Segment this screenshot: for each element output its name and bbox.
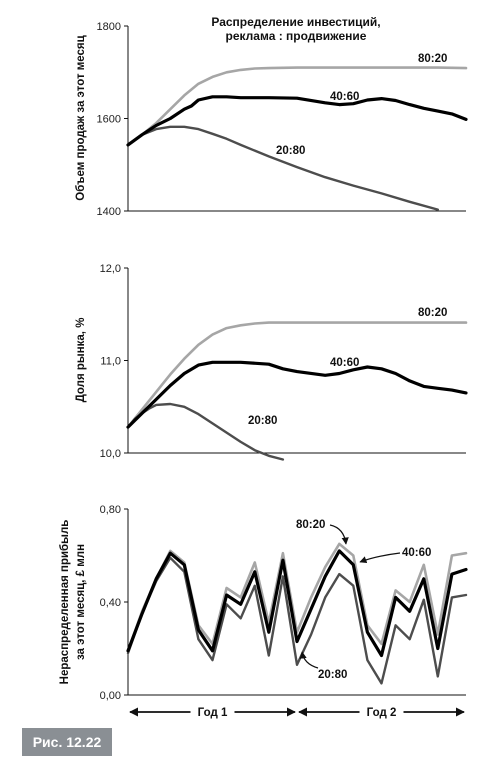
period-label-year2: Год 2 bbox=[367, 707, 397, 719]
series-label-80-20: 80:20 bbox=[296, 519, 325, 531]
series-label-20-80: 20:80 bbox=[318, 669, 347, 681]
series-label-40-60: 40:60 bbox=[330, 91, 359, 103]
figure-label-badge: Рис. 12.22 bbox=[22, 728, 112, 756]
series-label-20-80: 20:80 bbox=[276, 145, 305, 157]
y-axis-label: Объем продаж за этот месяц bbox=[75, 35, 87, 200]
annotation-arrow-20-80 bbox=[299, 651, 319, 669]
annotation-arrow-40-60 bbox=[359, 552, 401, 564]
period-label-bg bbox=[190, 704, 235, 720]
y-tick-label: 0,40 bbox=[100, 597, 121, 609]
series-line-20-80 bbox=[126, 402, 285, 461]
series-label-20-80: 20:80 bbox=[248, 415, 277, 427]
period-label-year1: Год 1 bbox=[198, 707, 228, 719]
chart-subtitle: реклама : продвижение bbox=[226, 29, 367, 43]
series-label-80-20: 80:20 bbox=[418, 53, 447, 65]
series-line-40-60 bbox=[126, 549, 468, 658]
y-tick-label: 12,0 bbox=[100, 263, 121, 275]
annotation-arrow-80-20 bbox=[329, 524, 349, 545]
chart-title: Распределение инвестиций, bbox=[211, 15, 380, 29]
y-tick-label: 10,0 bbox=[100, 448, 121, 460]
series-label-80-20: 80:20 bbox=[418, 307, 447, 319]
series-line-80-20 bbox=[126, 321, 468, 429]
y-axis-label: Нераспределенная прибыль bbox=[59, 520, 71, 685]
y-tick-label: 1400 bbox=[97, 206, 121, 218]
y-axis-label: Доля рынка, % bbox=[75, 318, 87, 403]
y-tick-label: 0,00 bbox=[100, 690, 121, 702]
y-tick-label: 11,0 bbox=[100, 356, 121, 368]
y-tick-label: 0,80 bbox=[100, 504, 121, 516]
series-line-40-60 bbox=[126, 95, 468, 147]
series-line-40-60 bbox=[126, 360, 468, 429]
period-label-bg bbox=[359, 704, 404, 720]
series-label-40-60: 40:60 bbox=[330, 357, 359, 369]
series-line-80-20 bbox=[126, 66, 468, 147]
series-line-20-80 bbox=[126, 125, 439, 211]
y-axis-label-line2: за этот месяц, £ млн bbox=[75, 544, 87, 660]
series-line-20-80 bbox=[126, 556, 468, 685]
y-tick-label: 1800 bbox=[97, 21, 121, 33]
y-tick-label: 1600 bbox=[97, 114, 121, 126]
series-label-40-60: 40:60 bbox=[402, 547, 431, 559]
